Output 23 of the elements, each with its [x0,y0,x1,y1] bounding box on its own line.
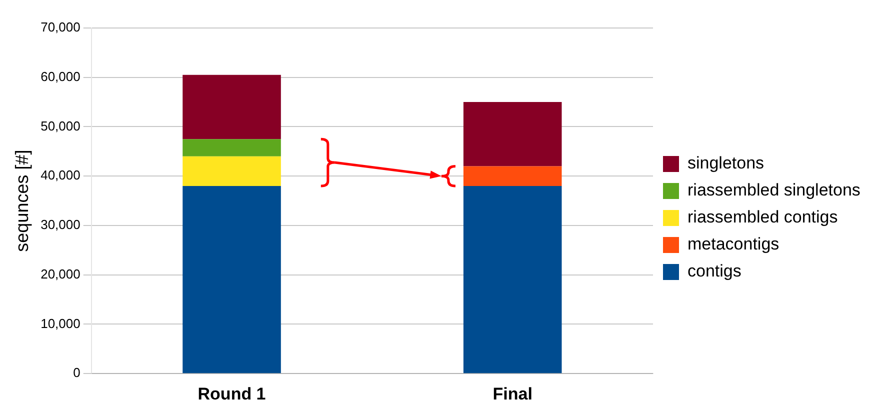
y-tick-label: 20,000 [40,266,80,282]
y-tick-label: 50,000 [40,118,80,134]
y-tick-label: 0 [73,365,80,380]
y-axis-title: sequnces [#] [12,150,32,252]
bar [182,156,281,186]
x-tick-label: Final [492,384,532,404]
y-tick-label: 10,000 [40,316,80,331]
legend-label: singletons [688,154,764,173]
legend-label: riassembled contigs [688,208,838,227]
y-tick-label: 40,000 [40,168,80,183]
bar [182,139,281,156]
legend-label: metacontigs [688,234,780,254]
y-tick-label: 60,000 [40,68,80,84]
y-tick-label: 70,000 [40,20,80,35]
bar [463,166,562,186]
bar [182,74,281,140]
x-tick-label: Round 1 [198,384,266,404]
legend-label: riassembled singletons [688,180,860,200]
y-tick-label: 30,000 [40,217,80,232]
legend-label: contigs [688,262,742,281]
bar [463,102,562,166]
bar [182,186,281,374]
bar [463,186,562,374]
